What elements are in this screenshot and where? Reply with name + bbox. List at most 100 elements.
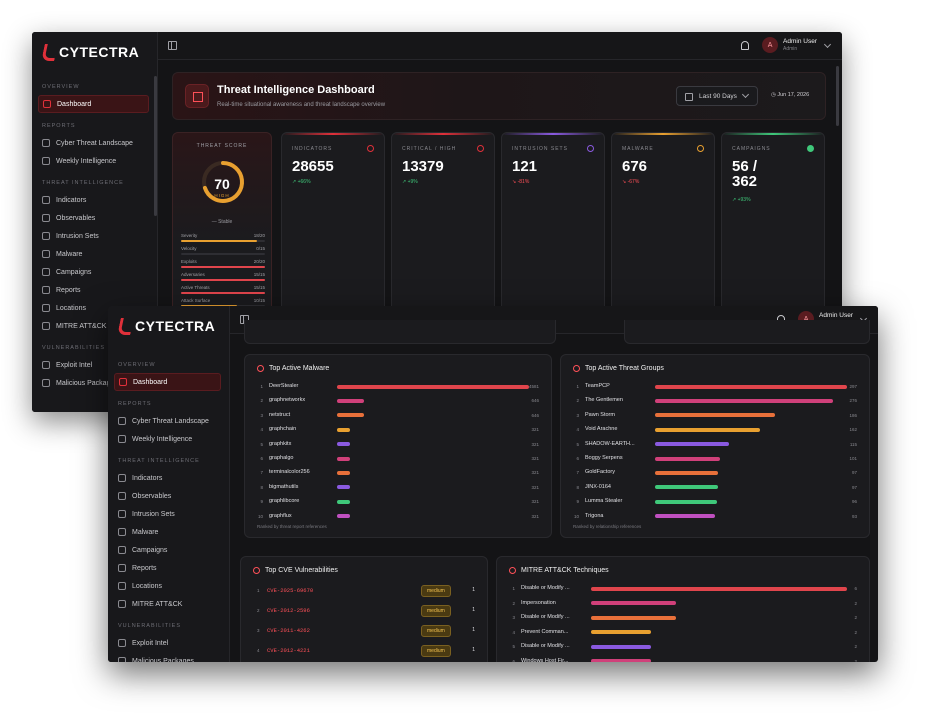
threat-score-card[interactable]: THREAT SCORE 70 HIGH — Stable Severity 18… [172, 132, 272, 312]
list-item[interactable]: 10 Trigona 93 [571, 512, 857, 522]
stat-card-critical-high[interactable]: CRITICAL / HIGH 13379 ↗ +9% [391, 132, 495, 312]
sidebar-item-dashboard[interactable]: Dashboard [114, 373, 221, 391]
list-item[interactable]: 9 Lumma Stealer 96 [571, 497, 857, 507]
weekly-intelligence-icon [42, 157, 50, 165]
avatar[interactable]: A [762, 37, 779, 53]
score-metric-value: 20/20 [253, 259, 265, 264]
sidebar-item-indicators[interactable]: Indicators [108, 469, 229, 487]
sidebar-item-weekly-intelligence[interactable]: Weekly Intelligence [108, 430, 229, 448]
sidebar-item-reports[interactable]: Reports [32, 281, 157, 299]
sidebar-toggle-icon[interactable] [168, 41, 177, 50]
sidebar-item-cyber-threat-landscape[interactable]: Cyber Threat Landscape [108, 412, 229, 430]
list-item[interactable]: 2 The Gentlemen 276 [571, 396, 857, 406]
stat-card-campaigns[interactable]: CAMPAIGNS 56 / 362 ↗ +93% [721, 132, 825, 312]
sidebar-item-observables[interactable]: Observables [108, 487, 229, 505]
cve-id[interactable]: CVE-2025-69670 [267, 587, 314, 594]
brand-logo[interactable]: CYTECTRA [32, 32, 157, 74]
item-name: TeamPCP [585, 383, 610, 389]
score-metric-name: Velocity [181, 246, 197, 251]
list-item[interactable]: 7 terminalcolor256 321 [255, 468, 539, 478]
rank-number: 2 [576, 398, 579, 404]
list-item[interactable]: 6 graphalgo 321 [255, 454, 539, 464]
sidebar-item-campaigns[interactable]: Campaigns [32, 263, 157, 281]
sidebar-scrollbar[interactable] [154, 76, 157, 216]
intrusion-sets-icon [587, 145, 594, 152]
sidebar-item-reports[interactable]: Reports [108, 559, 229, 577]
item-bar [591, 601, 677, 605]
sidebar-item-weekly-intelligence[interactable]: Weekly Intelligence [32, 152, 157, 170]
list-item[interactable]: 4 Prevent Comman... 2 [507, 628, 857, 638]
stat-value: 28655 [292, 158, 334, 175]
sidebar-item-intrusion-sets[interactable]: Intrusion Sets [32, 227, 157, 245]
sidebar-item-malicious-packages[interactable]: Malicious Packages [32, 374, 157, 392]
sidebar-item-label: Observables [132, 492, 172, 500]
sidebar-item-observables[interactable]: Observables [32, 209, 157, 227]
list-item[interactable]: 8 JINX-0164 97 [571, 483, 857, 493]
stat-value: 676 [622, 158, 648, 175]
sidebar-item-exploit-intel[interactable]: Exploit Intel [32, 356, 157, 374]
list-item[interactable]: 6 Windows Host Fir... 2 [507, 657, 857, 662]
score-metric-active-threats: Active Threats 15/15 [181, 285, 265, 297]
item-name: Lumma Stealer [585, 498, 623, 505]
item-bar [337, 427, 351, 432]
cve-row[interactable]: 4 CVE-2012-4221 medium 1 [257, 645, 475, 657]
sidebar-item-malicious-packages[interactable]: Malicious Packages [108, 652, 229, 662]
list-item[interactable]: 3 Pawn Storm 186 [571, 411, 857, 421]
cve-row[interactable]: 2 CVE-2012-2596 medium 1 [257, 605, 475, 617]
list-item[interactable]: 1 Disable or Modify ... 6 [507, 584, 857, 594]
list-item[interactable]: 5 SHADOW-EARTH... 115 [571, 440, 857, 450]
list-item[interactable]: 2 Impersonation 2 [507, 599, 857, 609]
list-item[interactable]: 2 graphnetworkx 646 [255, 396, 539, 406]
chevron-down-icon[interactable] [823, 40, 832, 48]
item-name: graphnetworkx [269, 397, 306, 404]
list-item[interactable]: 4 Void Arachne 162 [571, 425, 857, 435]
sidebar-item-locations[interactable]: Locations [32, 299, 157, 317]
cve-id[interactable]: CVE-2012-2596 [267, 607, 310, 614]
item-bar [337, 413, 365, 418]
sidebar-item-malware[interactable]: Malware [32, 245, 157, 263]
list-item[interactable]: 8 bigmathutils 321 [255, 483, 539, 493]
current-date: ◷ Jun 17, 2026 [771, 92, 810, 98]
score-metric-name: Active Threats [181, 285, 210, 290]
list-item[interactable]: 1 TeamPCP 297 [571, 382, 857, 392]
sidebar-item-locations[interactable]: Locations [108, 577, 229, 595]
list-item[interactable]: 4 graphchain 321 [255, 425, 539, 435]
list-item[interactable]: 9 graphlibcore 321 [255, 497, 539, 507]
cve-row[interactable]: 1 CVE-2025-69670 medium 1 [257, 585, 475, 597]
sidebar-item-exploit-intel[interactable]: Exploit Intel [108, 634, 229, 652]
list-item[interactable]: 5 graphkitx 321 [255, 440, 539, 450]
sidebar-item-malware[interactable]: Malware [108, 523, 229, 541]
date-range-select[interactable]: Last 90 Days [676, 86, 758, 106]
sidebar-item-indicators[interactable]: Indicators [32, 191, 157, 209]
score-metric-name: Severity [181, 233, 198, 238]
stat-card-intrusion-sets[interactable]: INTRUSION SETS 121 ↘ -81% [501, 132, 605, 312]
sidebar-item-dashboard[interactable]: Dashboard [38, 95, 149, 113]
cve-row[interactable]: 3 CVE-2011-4262 medium 1 [257, 625, 475, 637]
list-item[interactable]: 3 netstruct 646 [255, 411, 539, 421]
cve-id[interactable]: CVE-2012-4221 [267, 647, 310, 654]
brand-logo[interactable]: CYTECTRA [108, 306, 229, 348]
sidebar-item-cyber-threat-landscape[interactable]: Cyber Threat Landscape [32, 134, 157, 152]
bell-icon[interactable] [741, 40, 750, 50]
list-item[interactable]: 5 Disable or Modify ... 2 [507, 642, 857, 652]
stat-change: ↘ -81% [512, 179, 529, 185]
score-metric-name: Adversaries [181, 272, 205, 277]
user-menu[interactable]: A Admin User Admin [741, 37, 832, 53]
stat-card-indicators[interactable]: INDICATORS 28655 ↗ +66% [281, 132, 385, 312]
item-count: 276 [849, 398, 857, 404]
sidebar-item-campaigns[interactable]: Campaigns [108, 541, 229, 559]
sidebar-item-mitre-att-ck[interactable]: MITRE ATT&CK [108, 595, 229, 613]
list-item[interactable]: 10 graphflux 321 [255, 512, 539, 522]
cve-id[interactable]: CVE-2011-4262 [267, 627, 310, 634]
score-metric-track [181, 292, 265, 294]
list-item[interactable]: 3 Disable or Modify ... 2 [507, 613, 857, 623]
list-item[interactable]: 6 Boggy Serpens 101 [571, 454, 857, 464]
list-item[interactable]: 7 GoldFactory 97 [571, 468, 857, 478]
stat-card-malware[interactable]: MALWARE 676 ↘ -67% [611, 132, 715, 312]
sidebar-item-label: Reports [56, 286, 81, 294]
sidebar-item-intrusion-sets[interactable]: Intrusion Sets [108, 505, 229, 523]
sidebar-item-label: Cyber Threat Landscape [132, 417, 209, 425]
list-item[interactable]: 1 DeerStealer 4581 [255, 382, 539, 392]
main-scrollbar[interactable] [836, 66, 839, 126]
sidebar-item-mitre-att-ck[interactable]: MITRE ATT&CK [32, 317, 157, 335]
